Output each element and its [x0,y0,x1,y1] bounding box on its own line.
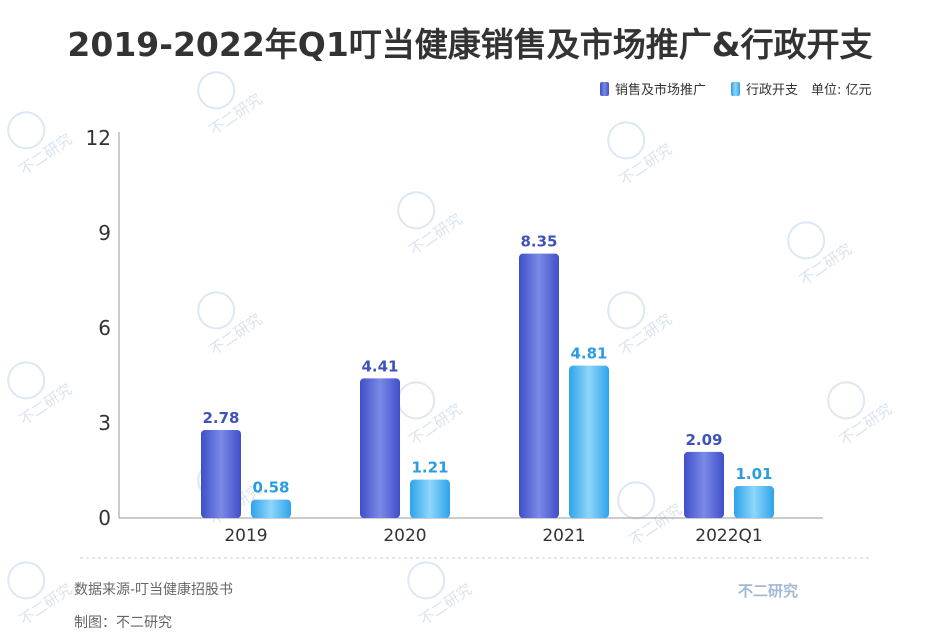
watermark-logo-icon [7,111,46,150]
data-source: 数据来源-叮当健康招股书 [74,581,233,598]
watermark-logo-icon [787,221,826,260]
y-tick-label: 0 [98,506,111,530]
chart-maker: 制图：不二研究 [74,615,172,631]
watermark: 不二研究 [197,291,265,359]
watermark-text: 不二研究 [406,210,465,259]
data-label-admin-2020: 1.21 [411,459,448,477]
watermark: 不二研究 [7,361,75,429]
watermark-text: 不二研究 [616,140,675,189]
watermark-logo-icon [7,361,46,400]
watermark-text: 不二研究 [16,130,75,179]
watermark-text: 不二研究 [626,500,685,549]
x-tick-label: 2021 [542,526,585,546]
y-axis: 0 3 6 9 12 [86,126,111,530]
watermark-logo-icon [827,381,866,420]
x-tick-label: 2019 [224,526,267,546]
data-label-sales-2020: 4.41 [361,357,398,375]
x-tick-label: 2022Q1 [695,526,762,546]
watermark-text: 不二研究 [206,310,265,359]
legend-swatch-sales [600,82,609,96]
watermark-text: 不二研究 [836,400,895,449]
bar-admin-2019 [251,499,291,518]
y-tick-label: 12 [86,126,111,150]
legend-swatch-admin [731,82,740,96]
x-tick-label: 2020 [383,526,426,546]
y-tick-label: 9 [98,221,111,245]
watermark: 不二研究 [197,71,265,139]
watermark: 不二研究 [7,561,75,629]
watermark-text: 不二研究 [616,310,675,359]
watermark-text: 不二研究 [16,580,75,629]
data-label-sales-2021: 8.35 [520,233,557,251]
watermark: 不二研究 [407,561,475,629]
data-label-admin-2022Q1: 1.01 [735,465,772,483]
chart-title: 2019-2022年Q1叮当健康销售及市场推广&行政开支 [67,25,872,64]
legend: 销售及市场推广 行政开支 单位: 亿元 [600,82,872,98]
watermark: 不二研究 [7,111,75,179]
x-axis: 2019 2020 2021 2022Q1 [224,526,762,546]
legend-label-admin: 行政开支 [746,83,798,98]
watermark-text: 不二研究 [406,400,465,449]
watermark-logo-icon [7,561,46,600]
watermark-logo-icon [397,381,436,420]
data-label-sales-2019: 2.78 [202,409,239,427]
watermark: 不二研究 [607,121,675,189]
data-label-admin-2021: 4.81 [570,345,607,363]
bar-admin-2020 [410,479,450,518]
y-tick-label: 3 [98,411,111,435]
bar-admin-2022Q1 [734,486,774,518]
watermark-logo-icon [197,71,236,110]
y-tick-label: 6 [98,316,111,340]
watermark: 不二研究 [617,481,685,549]
bar-sales-2019 [201,429,241,518]
watermark: 不二研究 [397,191,465,259]
watermark-logo-icon [197,291,236,330]
bar-sales-2021 [519,253,559,519]
data-label-admin-2019: 0.58 [252,479,289,497]
bars: 2.78 0.58 4.41 1.21 8.35 4.81 2.09 1.01 [201,233,774,519]
watermark-text: 不二研究 [416,580,475,629]
watermark-logo-icon [617,481,656,520]
watermark-logo-icon [607,121,646,160]
watermark-text: 不二研究 [796,240,855,289]
watermark-logo-icon [607,291,646,330]
unit-label: 单位: 亿元 [811,83,872,98]
watermark-text: 不二研究 [16,380,75,429]
watermark: 不二研究 [827,381,895,449]
bar-admin-2021 [569,365,609,518]
watermark-logo-icon [407,561,446,600]
data-label-sales-2022Q1: 2.09 [685,431,722,449]
watermark: 不二研究 [787,221,855,289]
legend-label-sales: 销售及市场推广 [615,82,706,98]
bar-sales-2020 [360,378,400,518]
watermark-text: 不二研究 [206,90,265,139]
watermark-logo-icon [397,191,436,230]
bar-sales-2022Q1 [684,451,724,518]
brand-logo-text: 不二研究 [738,582,798,600]
